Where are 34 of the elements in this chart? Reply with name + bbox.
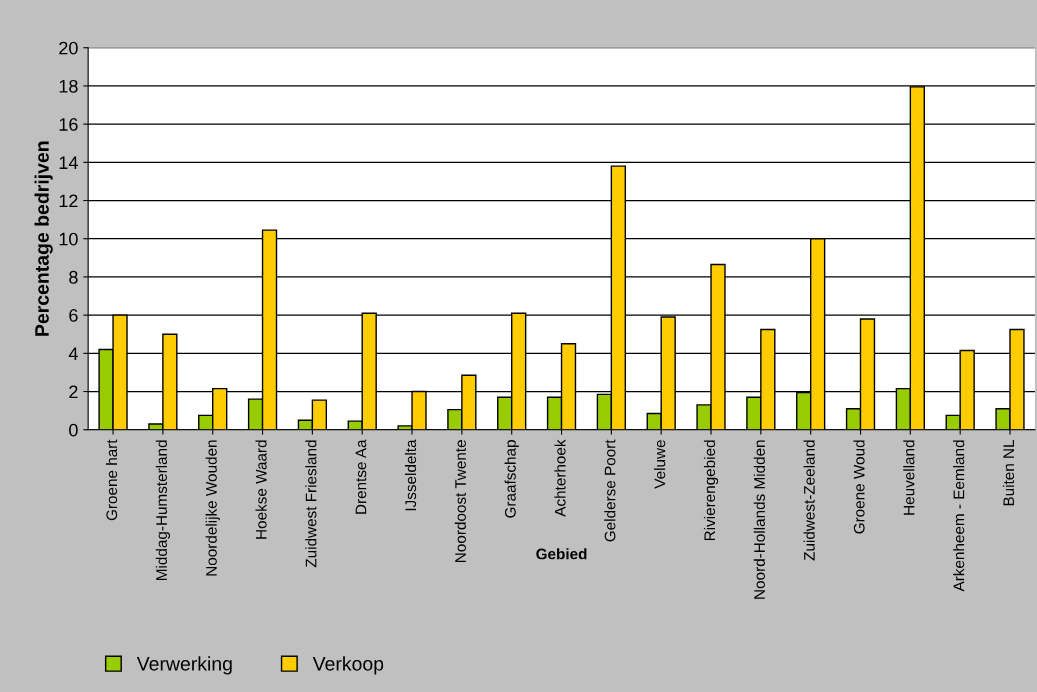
y-tick-label: 12 — [59, 194, 78, 208]
x-tick-label: Rivierengebied — [703, 440, 719, 541]
y-tick-label: 10 — [59, 232, 78, 246]
legend-label: Verkoop — [312, 656, 384, 675]
x-axis-title: Gebied — [536, 548, 587, 560]
y-tick-label: 0 — [69, 423, 78, 437]
y-tick-label: 14 — [59, 156, 78, 169]
x-tick-label: Graafschap — [504, 440, 519, 518]
x-tick-label: Noordoost Twente — [454, 440, 466, 562]
x-tick-label: Gelderse Poort — [604, 439, 616, 542]
x-tick-label: Groene hart — [105, 439, 118, 521]
y-axis-title: Percentage bedrijven — [34, 141, 53, 336]
x-tick-label: Middag-Humsterland — [155, 440, 171, 580]
y-tick-label: 2 — [69, 385, 78, 399]
y-tick-label: 18 — [59, 79, 78, 93]
x-tick-label: Veluwe — [654, 440, 666, 489]
x-tick-label: Achterhoek — [554, 439, 566, 517]
x-tick-label: Drentse Aa — [355, 439, 367, 514]
y-tick-label: 4 — [68, 347, 78, 360]
x-tick-label: IJsseldelta — [404, 439, 417, 511]
x-tick-label: Noordelijke Wouden — [205, 440, 220, 576]
x-tick-label: Buiten NL — [1002, 439, 1015, 506]
y-tick-label: 20 — [59, 41, 78, 55]
x-tick-label: Arkenheem - Eemland — [953, 440, 965, 592]
x-tick-label: Zuidwest-Zeeland — [803, 440, 815, 561]
legend-label: Verwerking — [136, 656, 232, 675]
y-tick-label: 16 — [59, 118, 78, 131]
y-tick-label: 8 — [69, 270, 78, 284]
x-tick-label: Zuidwest Friesland — [305, 440, 317, 568]
x-tick-label: Heuvelland — [903, 440, 915, 515]
x-tick-label: Noord-Hollands Midden — [753, 440, 765, 599]
x-tick-label: Hoekse Waard — [255, 440, 267, 539]
y-tick-label: 6 — [69, 309, 78, 322]
x-tick-label: Groene Woud — [853, 440, 865, 534]
